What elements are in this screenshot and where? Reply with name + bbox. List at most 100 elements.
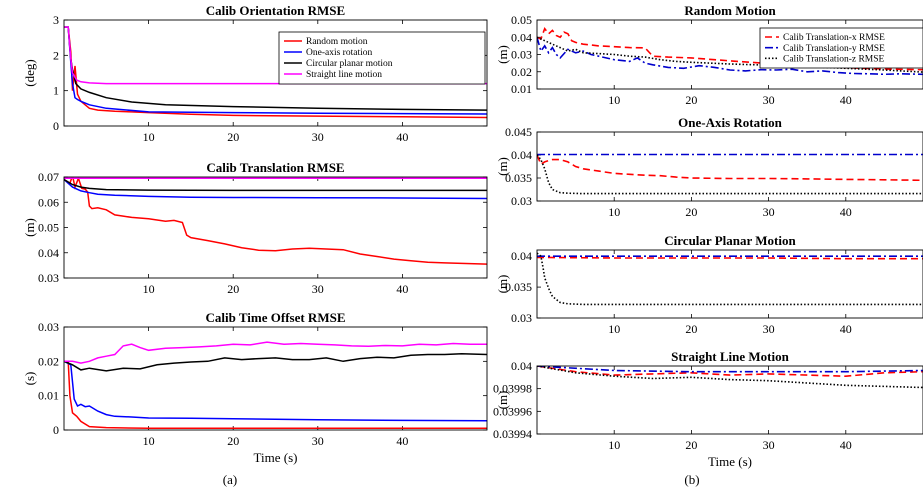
y-tick-label: 0.02 bbox=[511, 65, 532, 79]
y-axis-label: (s) bbox=[22, 372, 37, 386]
x-tick-label: 30 bbox=[763, 93, 775, 107]
series-line bbox=[537, 366, 923, 373]
x-axis-label: Time (s) bbox=[254, 450, 298, 465]
y-tick-label: 0.03 bbox=[511, 48, 532, 62]
plot-frame bbox=[63, 326, 488, 431]
chart-title: Calib Orientation RMSE bbox=[206, 3, 345, 18]
chart-title: Circular Planar Motion bbox=[664, 233, 796, 248]
y-tick-label: 2 bbox=[53, 48, 59, 62]
y-axis-label: (m) bbox=[495, 275, 510, 294]
x-tick-label: 30 bbox=[312, 130, 324, 144]
y-tick-label: 0.045 bbox=[505, 125, 532, 139]
series-line bbox=[64, 178, 487, 192]
x-tick-label: 10 bbox=[143, 282, 155, 296]
x-tick-label: 20 bbox=[685, 205, 697, 219]
plot-frame bbox=[536, 365, 923, 435]
x-tick-label: 40 bbox=[840, 322, 852, 336]
legend-label: Straight line motion bbox=[306, 70, 382, 80]
y-tick-label: 0.04 bbox=[38, 246, 59, 260]
y-tick-label: 0.035 bbox=[505, 280, 532, 294]
plot-frame bbox=[536, 19, 923, 90]
y-tick-label: 0.03 bbox=[511, 311, 532, 325]
series-line bbox=[537, 366, 923, 389]
chart-title: One-Axis Rotation bbox=[678, 115, 782, 130]
chart-straight-line-motion: Straight Line Motion (m) Time (s) 10 20 30 40 0… bbox=[493, 349, 923, 469]
y-axis-label: (m) bbox=[495, 45, 510, 64]
series-line bbox=[537, 252, 923, 306]
x-tick-label: 40 bbox=[840, 438, 852, 452]
x-tick-label: 30 bbox=[312, 282, 324, 296]
x-tick-label: 10 bbox=[608, 438, 620, 452]
y-tick-label: 0.03 bbox=[511, 194, 532, 208]
series-line bbox=[64, 360, 487, 422]
chart-calib-orientation-rmse: Calib Orientation RMSE (deg) 10 20 30 40 0 1 2 3 R… bbox=[22, 3, 488, 144]
legend-label: One-axis rotation bbox=[306, 48, 372, 58]
x-tick-label: 30 bbox=[763, 438, 775, 452]
x-tick-label: 10 bbox=[143, 434, 155, 448]
x-tick-label: 10 bbox=[608, 93, 620, 107]
x-tick-label: 10 bbox=[608, 322, 620, 336]
y-axis-label: (m) bbox=[495, 391, 510, 410]
x-tick-label: 40 bbox=[840, 205, 852, 219]
y-tick-label: 0.05 bbox=[511, 13, 532, 27]
series-line bbox=[64, 360, 487, 430]
x-tick-label: 40 bbox=[840, 93, 852, 107]
x-tick-label: 20 bbox=[685, 322, 697, 336]
y-tick-label: 1 bbox=[53, 84, 59, 98]
chart-title: Calib Time Offset RMSE bbox=[206, 310, 346, 325]
x-tick-label: 10 bbox=[143, 130, 155, 144]
series-line bbox=[64, 353, 487, 372]
x-tick-label: 20 bbox=[227, 434, 239, 448]
y-tick-label: 0.03994 bbox=[493, 427, 532, 441]
legend-label: Circular planar motion bbox=[306, 59, 393, 69]
chart-calib-translation-rmse: Calib Translation RMSE (m) 10 20 30 40 0.03 0.0… bbox=[22, 160, 488, 296]
plot-frame bbox=[536, 249, 923, 319]
legend-box bbox=[759, 27, 923, 69]
chart-title: Random Motion bbox=[684, 3, 776, 18]
x-tick-label: 20 bbox=[227, 130, 239, 144]
y-tick-label: 0.03 bbox=[38, 320, 59, 334]
y-axis-label: (deg) bbox=[22, 59, 37, 86]
y-tick-label: 0.03 bbox=[38, 271, 59, 285]
series-line bbox=[64, 177, 487, 265]
y-tick-label: 0.04 bbox=[511, 148, 532, 162]
series-line bbox=[537, 366, 923, 378]
legend-box bbox=[278, 31, 486, 85]
figure-label-b: (b) bbox=[684, 472, 699, 487]
series-line bbox=[64, 341, 487, 364]
y-tick-label: 0.01 bbox=[511, 82, 532, 96]
series-line bbox=[64, 178, 487, 200]
legend-label: Calib Translation-z RMSE bbox=[783, 55, 885, 65]
y-tick-label: 0 bbox=[53, 423, 59, 437]
y-axis-label: (m) bbox=[495, 157, 510, 176]
series-line bbox=[537, 26, 923, 71]
y-tick-label: 3 bbox=[53, 13, 59, 27]
chart-one-axis-rotation: One-Axis Rotation (m) 10 20 30 40 0.03 0.035 0.0… bbox=[495, 115, 923, 219]
x-tick-label: 40 bbox=[396, 434, 408, 448]
chart-circular-planar-motion: Circular Planar Motion (m) 10 20 30 40 0.03 0.0… bbox=[495, 233, 923, 336]
x-tick-label: 20 bbox=[685, 438, 697, 452]
y-tick-label: 0.04 bbox=[511, 359, 532, 373]
x-tick-label: 30 bbox=[763, 205, 775, 219]
x-tick-label: 20 bbox=[685, 93, 697, 107]
legend-label: Random motion bbox=[306, 37, 368, 47]
plot-frame bbox=[63, 176, 488, 279]
y-tick-label: 0.04 bbox=[511, 30, 532, 44]
chart-random-motion: Random Motion (m) 10 20 30 40 0.01 0.02 0.03 0.04… bbox=[495, 3, 923, 107]
x-tick-label: 10 bbox=[608, 205, 620, 219]
y-tick-label: 0.07 bbox=[38, 170, 59, 184]
series-line bbox=[537, 154, 923, 182]
series-line bbox=[537, 256, 923, 260]
y-tick-label: 0.02 bbox=[38, 354, 59, 368]
y-tick-label: 0.06 bbox=[38, 195, 59, 209]
y-tick-label: 0.05 bbox=[38, 221, 59, 235]
legend-label: Calib Translation-y RMSE bbox=[783, 44, 885, 54]
chart-calib-time-offset-rmse: Calib Time Offset RMSE (s) Time (s) 10 20 30 4… bbox=[22, 310, 488, 465]
x-axis-label: Time (s) bbox=[708, 454, 752, 469]
y-tick-label: 0.03996 bbox=[493, 404, 532, 418]
plot-frame bbox=[536, 131, 923, 202]
y-tick-label: 0.01 bbox=[38, 389, 59, 403]
